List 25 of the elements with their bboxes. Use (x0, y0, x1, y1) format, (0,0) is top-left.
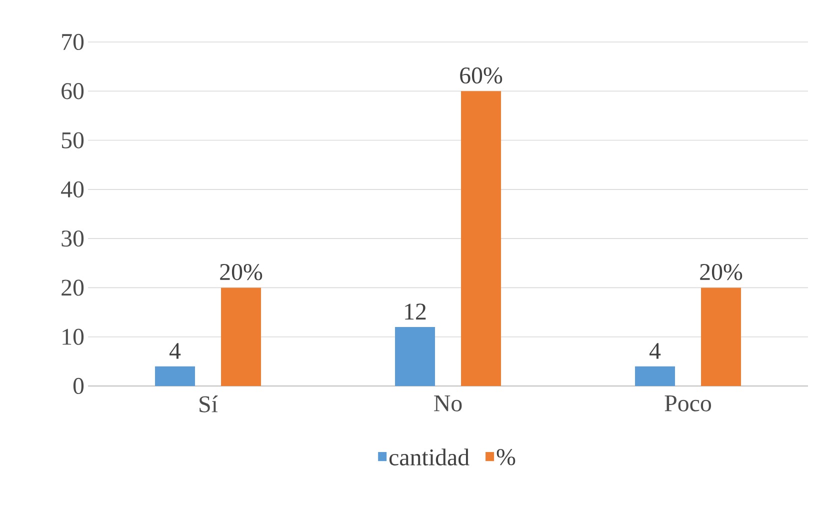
x-tick-label: Poco (664, 396, 712, 412)
x-tick-label: No (434, 396, 462, 412)
y-tick-label: 50 (62, 132, 84, 148)
y-tick-label: 60 (62, 83, 84, 100)
y-tick-label: 30 (62, 230, 84, 247)
legend-label: cantidad (389, 448, 470, 466)
data-label: 12 (405, 304, 426, 320)
data-label: 4 (170, 343, 181, 359)
data-label: 20% (700, 264, 742, 280)
bar (221, 288, 262, 386)
bar (461, 91, 502, 386)
legend-label: % (496, 448, 516, 466)
y-tick-label: 40 (61, 181, 84, 198)
data-label: 20% (220, 264, 262, 280)
x-tick-label: Sí (200, 396, 218, 412)
y-tick-label: 10 (62, 328, 84, 345)
bar (155, 366, 196, 386)
bar (701, 288, 742, 386)
data-label: 60% (460, 67, 502, 84)
y-tick-label: 20 (62, 280, 84, 296)
data-label: 4 (650, 343, 661, 359)
y-tick-label: 0 (73, 378, 84, 394)
bar (635, 366, 676, 386)
bar (395, 327, 436, 386)
y-tick-label: 70 (62, 34, 84, 50)
